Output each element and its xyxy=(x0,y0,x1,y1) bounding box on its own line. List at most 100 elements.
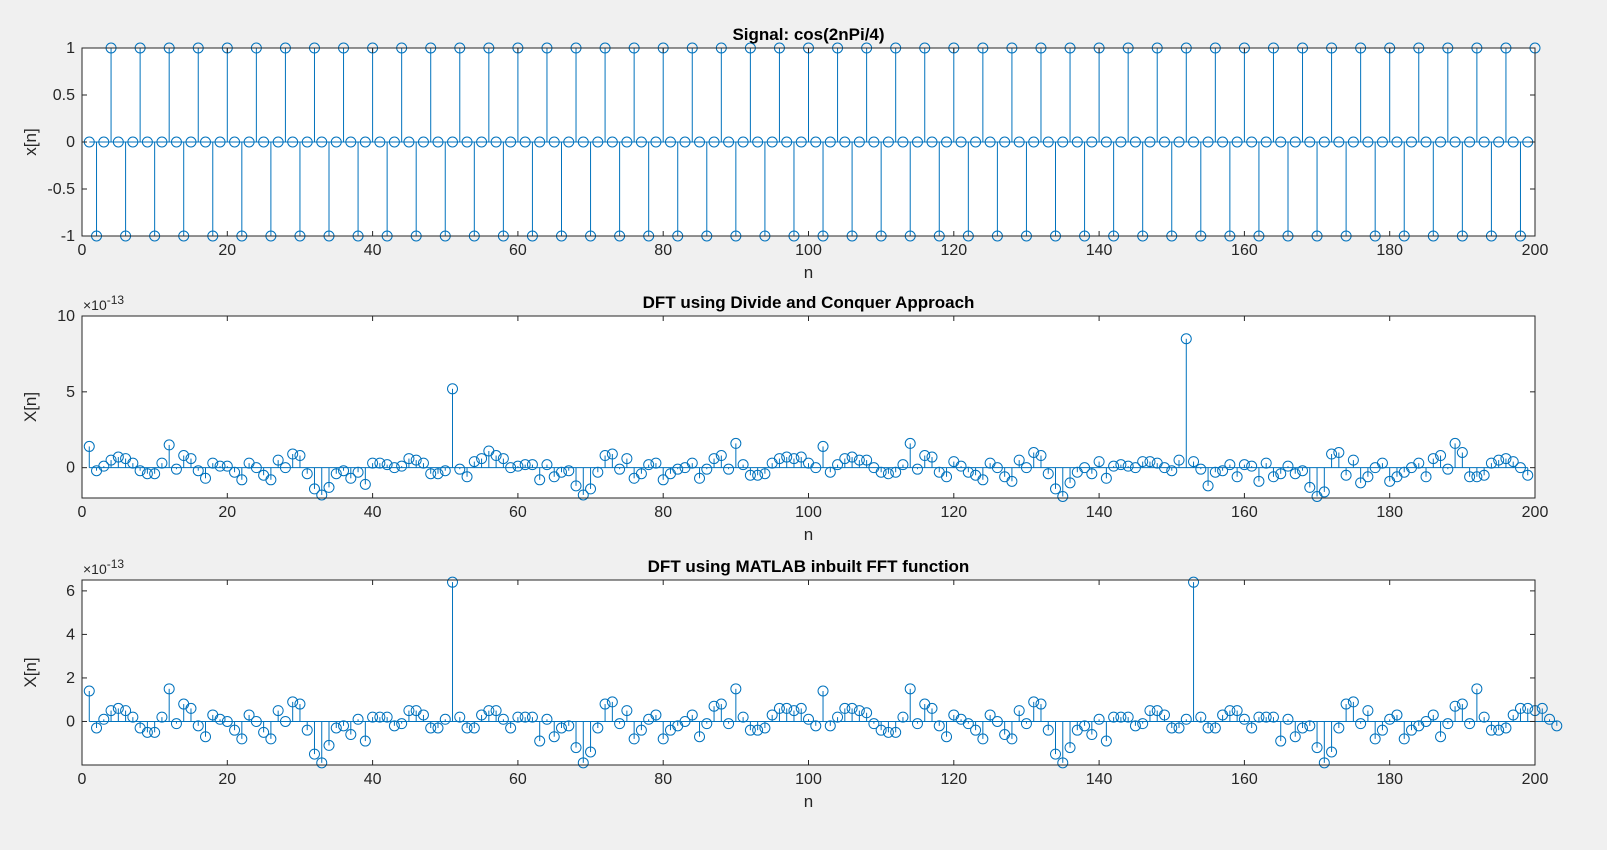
stem-marker xyxy=(1100,136,1112,148)
stem-marker xyxy=(1318,757,1330,769)
stem-marker xyxy=(1471,683,1483,695)
stem-marker xyxy=(1013,705,1025,717)
stem-marker xyxy=(1013,454,1025,466)
stem-marker xyxy=(396,460,408,472)
stem-marker xyxy=(134,465,146,477)
stem-marker xyxy=(1544,713,1556,725)
stem-marker xyxy=(1376,136,1388,148)
stem-marker xyxy=(447,136,459,148)
stem-marker xyxy=(723,718,735,730)
stem-marker xyxy=(287,136,299,148)
stem-marker xyxy=(156,711,168,723)
stem-marker xyxy=(91,722,103,734)
stem-marker xyxy=(497,453,509,465)
stem-marker xyxy=(265,733,277,745)
stem-marker xyxy=(839,702,851,714)
stem-marker xyxy=(744,724,756,736)
stem-marker xyxy=(781,702,793,714)
stem-marker xyxy=(882,136,894,148)
stem-marker xyxy=(970,724,982,736)
stem-marker xyxy=(1224,705,1236,717)
stem-marker xyxy=(258,726,270,738)
stem-marker xyxy=(1435,731,1447,743)
stem-marker xyxy=(621,705,633,717)
stem-marker xyxy=(98,136,110,148)
stem-marker xyxy=(941,731,953,743)
stem-marker xyxy=(1028,136,1040,148)
x-tick-label: 60 xyxy=(509,242,527,259)
x-tick-label: 40 xyxy=(364,242,382,259)
stem-marker xyxy=(1260,136,1272,148)
stem-marker xyxy=(127,711,139,723)
stem-marker xyxy=(497,713,509,725)
stem-marker xyxy=(1289,136,1301,148)
stem-marker xyxy=(1195,711,1207,723)
stem-marker xyxy=(708,453,720,465)
stem-marker xyxy=(643,459,655,471)
stem-marker xyxy=(563,136,575,148)
stem-marker xyxy=(1086,468,1098,480)
stem-marker xyxy=(1376,457,1388,469)
stem-marker xyxy=(294,698,306,710)
x-tick-label: 80 xyxy=(654,504,672,521)
stem-marker xyxy=(403,136,415,148)
stem-marker xyxy=(1514,702,1526,714)
stem-marker xyxy=(635,136,647,148)
x-tick-label: 20 xyxy=(218,242,236,259)
stem-marker xyxy=(1180,713,1192,725)
stem-marker xyxy=(715,450,727,462)
stem-marker xyxy=(846,451,858,463)
stem-marker xyxy=(381,711,393,723)
stem-marker xyxy=(563,720,575,732)
stem-marker xyxy=(846,702,858,714)
stem-marker xyxy=(338,465,350,477)
stem-marker xyxy=(1435,450,1447,462)
stem-marker xyxy=(1551,720,1563,732)
stem-marker xyxy=(962,466,974,478)
stem-marker xyxy=(824,136,836,148)
stem-marker xyxy=(1493,454,1505,466)
stem-marker xyxy=(1122,460,1134,472)
stem-marker xyxy=(1231,471,1243,483)
stem-marker xyxy=(367,457,379,469)
y-axis-label: X[n] xyxy=(21,657,40,687)
stem-marker xyxy=(1500,722,1512,734)
stem-marker xyxy=(679,715,691,727)
y-tick-label: 4 xyxy=(66,626,75,643)
stem-marker xyxy=(236,474,248,486)
stem-marker xyxy=(1224,459,1236,471)
stem-marker xyxy=(432,136,444,148)
stem-marker xyxy=(1064,742,1076,754)
stem-marker xyxy=(1456,698,1468,710)
stem-marker xyxy=(272,136,284,148)
stem-marker xyxy=(83,685,95,697)
stem-marker xyxy=(737,459,749,471)
stem-marker xyxy=(1042,724,1054,736)
y-tick-label: 0 xyxy=(66,134,75,151)
stem-marker xyxy=(650,136,662,148)
stem-marker xyxy=(635,468,647,480)
stem-marker xyxy=(483,705,495,717)
stem-marker xyxy=(839,136,851,148)
stem-marker xyxy=(127,136,139,148)
stem-marker xyxy=(585,483,597,495)
stem-marker xyxy=(272,454,284,466)
stem-series xyxy=(83,333,1534,502)
x-tick-label: 200 xyxy=(1522,242,1549,259)
stem-marker xyxy=(1456,447,1468,458)
y-tick-label: 0.5 xyxy=(53,87,75,104)
stem-marker xyxy=(1108,460,1120,472)
stem-marker xyxy=(810,136,822,148)
stem-marker xyxy=(1267,711,1279,723)
stem-marker xyxy=(999,136,1011,148)
stem-marker xyxy=(214,136,226,148)
stem-marker xyxy=(730,437,742,449)
x-tick-label: 180 xyxy=(1376,242,1403,259)
stem-marker xyxy=(1347,696,1359,708)
stem-marker xyxy=(1050,483,1062,495)
stem-marker xyxy=(897,711,909,723)
y-axis-label: X[n] xyxy=(21,392,40,422)
stem-marker xyxy=(1253,475,1265,487)
stem-marker xyxy=(1006,733,1018,745)
stem-marker xyxy=(614,463,626,475)
